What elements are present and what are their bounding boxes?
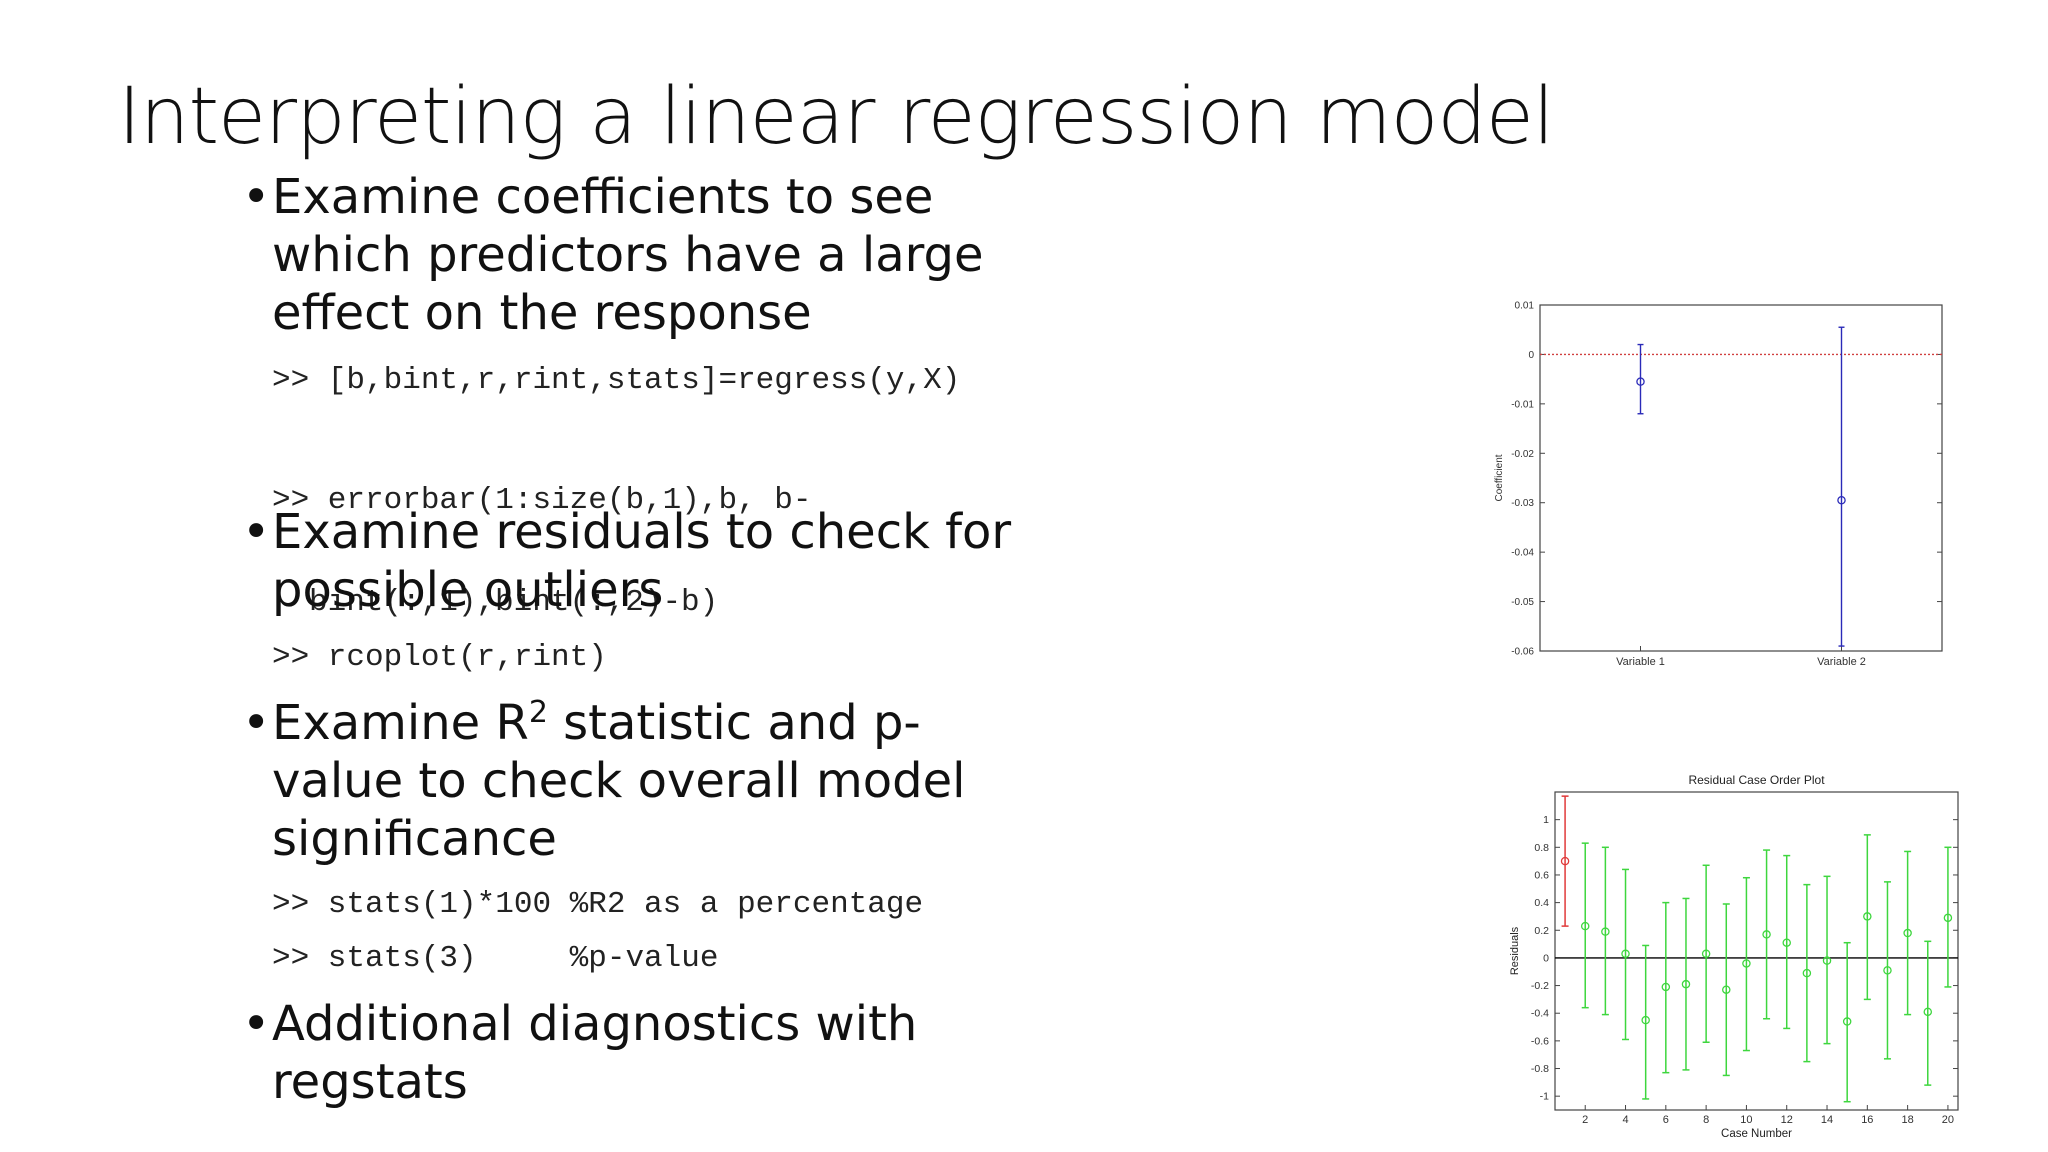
residual-point [1762,930,1771,939]
residual-point [1863,912,1872,921]
residual-point [1923,1007,1933,1017]
bullet-dot: • [242,996,271,1052]
coefficient-errorbar-chart: 0.01 0 -0.01 -0.02 -0.03 -0.04 -0.05 -0.06 Varia… [1494,301,1943,668]
y-tick-label: -0.01 [1511,399,1534,410]
code-rcoplot: >> rcoplot(r,rint) [272,640,607,675]
residual-point [1661,982,1671,992]
y-tick-label: -0.04 [1511,548,1534,559]
bullet-dot: • [242,169,271,225]
y-tick-label: -0.8 [1531,1063,1549,1075]
residual-point [1701,949,1711,959]
x-tick-label: Variable 2 [1817,656,1866,668]
chart-title: Residual Case Order Plot [1688,773,1825,787]
bullet-line: significance [272,811,557,867]
residual-point [1802,968,1812,978]
x-tick-label: 12 [1781,1114,1793,1126]
y-tick-label: -0.06 [1511,647,1534,658]
code-stats1: >> stats(1)*100 %R2 as a percentage [272,887,924,922]
y-tick-label: -0.05 [1511,597,1534,608]
bullet-line: which predictors have a large [272,227,984,283]
residual-point [1943,913,1953,923]
y-tick-label: -0.02 [1511,449,1534,460]
y-tick-label: -0.2 [1531,980,1549,992]
y-axis-label: Residuals [1509,926,1521,975]
residual-point [1641,1015,1650,1025]
y-tick-label: 0 [1543,952,1549,964]
y-tick-label: 0.6 [1534,869,1549,881]
residual-point [1681,979,1691,989]
bullet-dot: • [242,504,271,560]
residual-point [1903,928,1912,938]
bullet-line: Examine residuals to check for [272,504,1012,560]
x-tick-label: 14 [1821,1114,1833,1126]
residual-point [1883,966,1892,975]
bullet-line: Examine coefficients to see [272,169,934,225]
residual-point [1742,959,1751,968]
y-tick-label: -0.4 [1531,1008,1549,1020]
outlier-point [1560,856,1570,866]
x-tick-label: 20 [1942,1114,1954,1126]
residual-case-order-chart: Residual Case Order Plot 1 0.8 0.6 0.4 0.2 0 -0… [1509,773,1959,1140]
code-line: bint(:,1),bint(:,2)-b) [309,585,719,620]
residual-point [1580,921,1590,931]
bullet-dot: • [242,695,271,751]
bullet-line: effect on the response [272,285,812,341]
x-axis-label: Case Number [1721,1128,1792,1140]
data-point [1636,377,1645,386]
plot-frame [1554,791,1959,1111]
residual-point [1822,956,1832,965]
bullet-coefficients: • Examine coefficients to see which pred… [242,168,1172,342]
x-tick-label: 4 [1622,1114,1628,1126]
bullet-line: regstats [272,1054,468,1110]
y-tick-label: -1 [1540,1091,1549,1103]
bullet-line: Examine R2 statistic and p- [272,694,1172,752]
y-tick-label: 1 [1543,814,1549,826]
x-tick-label: 2 [1582,1114,1588,1126]
x-tick-label: 18 [1902,1114,1914,1126]
bullet-line: possible outliers [272,562,664,618]
y-tick-label: 0 [1528,350,1534,361]
y-tick-label: 0.01 [1515,301,1535,312]
bullet-text: Examine R [272,695,529,751]
data-point [1837,495,1846,505]
x-tick-label: 8 [1703,1114,1709,1126]
bullet-text: statistic and p- [547,695,921,751]
bullet-r2: • Examine R2 statistic and p- value to c… [242,694,1172,868]
y-tick-label: -0.6 [1531,1035,1549,1047]
bullet-line: Additional diagnostics with [272,996,918,1052]
y-axis-label: Coefficient [1494,454,1505,501]
bullet-line: value to check overall model [272,753,966,809]
x-tick-label: 6 [1663,1114,1669,1126]
code-stats3: >> stats(3) %p-value [272,941,719,976]
residual-point [1601,927,1610,936]
plot-frame [1539,304,1943,652]
slide-title: Interpreting a linear regression model [118,72,1555,162]
y-tick-label: -0.03 [1511,498,1534,509]
code-line: >> errorbar(1:size(b,1),b, b- [272,483,812,518]
residual-point [1621,949,1630,959]
superscript: 2 [528,695,548,730]
code-regress: >> [b,bint,r,rint,stats]=regress(y,X) [272,363,961,398]
bullet-diagnostics: • Additional diagnostics with regstats [242,995,1172,1111]
x-tick-label: 16 [1861,1114,1873,1126]
x-tick-label: Variable 1 [1616,656,1665,668]
x-tick-label: 10 [1740,1114,1752,1126]
y-tick-label: 0.2 [1534,925,1549,937]
residual-point [1782,938,1791,947]
bullet-residuals: • Examine residuals to check for possibl… [242,503,1172,619]
y-tick-label: 0.4 [1534,897,1549,909]
code-errorbar: >> errorbar(1:size(b,1),b, b- bint(:,1),… [272,416,812,654]
y-tick-label: 0.8 [1534,842,1549,854]
residual-point [1842,1017,1852,1026]
residual-point [1722,985,1731,994]
